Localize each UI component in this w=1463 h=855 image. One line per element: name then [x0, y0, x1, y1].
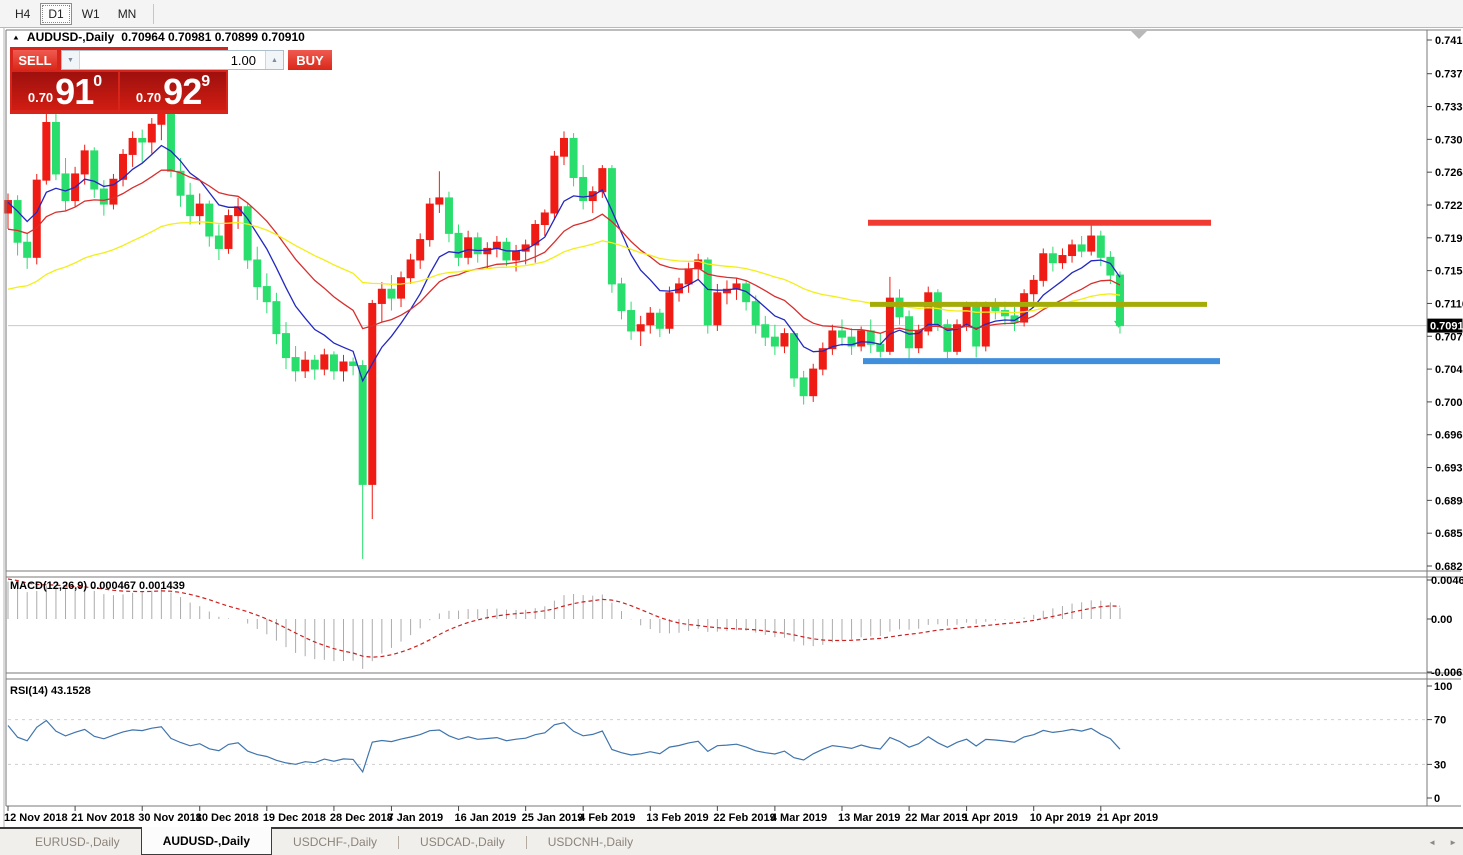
- ma-mid-line: [7, 169, 1121, 334]
- svg-text:0.72640: 0.72640: [1435, 167, 1463, 179]
- symbol-collapse-arrow-icon: ▲: [12, 33, 20, 41]
- sell-price-point: 0: [93, 73, 103, 90]
- svg-text:16 Jan 2019: 16 Jan 2019: [455, 812, 517, 824]
- chart-tab-bar: EURUSD-,Daily AUDUSD-,Daily USDCHF-,Dail…: [0, 827, 1463, 855]
- svg-text:0: 0: [1434, 793, 1440, 805]
- tab-separator: [525, 835, 527, 849]
- tab-usdchf-daily[interactable]: USDCHF-,Daily: [293, 835, 378, 849]
- tab-eurusd-daily[interactable]: EURUSD-,Daily: [35, 835, 120, 849]
- svg-text:0.74130: 0.74130: [1435, 35, 1463, 47]
- svg-text:0.68200: 0.68200: [1435, 561, 1463, 573]
- svg-text:0.73010: 0.73010: [1435, 134, 1463, 146]
- svg-text:0.71530: 0.71530: [1435, 266, 1463, 278]
- buy-button[interactable]: BUY: [288, 50, 332, 70]
- timeframe-mn-button[interactable]: MN: [110, 3, 145, 25]
- volume-increase-icon[interactable]: ▲: [265, 51, 283, 69]
- svg-text:12 Nov 2018: 12 Nov 2018: [4, 812, 68, 824]
- chart-shift-marker-icon[interactable]: [1131, 31, 1147, 39]
- svg-text:RSI(14) 43.1528: RSI(14) 43.1528: [10, 685, 91, 697]
- svg-text:0.00: 0.00: [1431, 614, 1452, 626]
- timeframe-d1-button[interactable]: D1: [40, 2, 72, 25]
- svg-text:0.72270: 0.72270: [1435, 200, 1463, 212]
- svg-text:10 Dec 2018: 10 Dec 2018: [196, 812, 259, 824]
- toolbar-separator: [153, 3, 155, 24]
- volume-decrease-icon[interactable]: ▼: [62, 51, 80, 69]
- svg-text:0.71900: 0.71900: [1435, 233, 1463, 245]
- svg-text:10 Apr 2019: 10 Apr 2019: [1030, 812, 1091, 824]
- price-axis: 0.74130 0.73750 0.73380 0.73010 0.72640 0.722…: [1427, 35, 1463, 573]
- panel-frames: [3, 28, 1461, 827]
- svg-text:0.69310: 0.69310: [1435, 463, 1463, 475]
- svg-text:28 Dec 2018: 28 Dec 2018: [330, 812, 393, 824]
- tab-scroll-left-icon[interactable]: ◄: [1428, 838, 1437, 847]
- svg-text:0.70420: 0.70420: [1435, 364, 1463, 376]
- svg-text:0.69680: 0.69680: [1435, 430, 1463, 442]
- current-price-tag: [1427, 318, 1463, 333]
- chart-title: ▲ AUDUSD-,Daily 0.70964 0.70981 0.70899 …: [12, 30, 305, 44]
- svg-text:0.70050: 0.70050: [1435, 397, 1463, 409]
- sell-price-pips: 91: [55, 71, 94, 112]
- svg-text:19 Dec 2018: 19 Dec 2018: [263, 812, 326, 824]
- ma-slow-line: [7, 221, 1121, 314]
- svg-text:0.71160: 0.71160: [1435, 298, 1463, 310]
- chart-symbol-label: AUDUSD-,Daily: [26, 30, 115, 44]
- macd-indicator: MACD(12,26,9) 0.000467 0.001439: [7, 578, 1121, 669]
- tab-usdcad-daily[interactable]: USDCAD-,Daily: [420, 835, 505, 849]
- price-chart-canvas[interactable]: MACD(12,26,9) 0.000467 0.001439 RSI(14) 4…: [0, 28, 1463, 827]
- tab-audusd-daily[interactable]: AUDUSD-,Daily: [140, 827, 273, 855]
- svg-text:0.70910: 0.70910: [1430, 321, 1463, 333]
- indicator-axes: 0.004694 0.00 -0.00639 100 70 30 0: [1427, 575, 1463, 805]
- svg-text:100: 100: [1434, 681, 1452, 693]
- sell-button[interactable]: SELL: [13, 50, 57, 70]
- svg-text:4 Feb 2019: 4 Feb 2019: [579, 812, 635, 824]
- timeframe-toolbar: H4 D1 W1 MN: [0, 0, 1463, 28]
- svg-text:22 Mar 2019: 22 Mar 2019: [905, 812, 967, 824]
- tab-scroll-right-icon[interactable]: ►: [1449, 838, 1457, 847]
- svg-text:25 Jan 2019: 25 Jan 2019: [522, 812, 584, 824]
- ma-fast-line: [7, 144, 1121, 383]
- volume-input[interactable]: [80, 51, 265, 69]
- svg-text:21 Nov 2018: 21 Nov 2018: [71, 812, 135, 824]
- one-click-trading-panel: SELL ▼ ▲ BUY 0.70 91 0 0.70 92 9: [10, 47, 332, 114]
- chart-ohlc-values: 0.70964 0.70981 0.70899 0.70910: [121, 30, 305, 44]
- chart-window: MACD(12,26,9) 0.000467 0.001439 RSI(14) 4…: [0, 28, 1463, 827]
- svg-text:13 Feb 2019: 13 Feb 2019: [646, 812, 708, 824]
- chart-markers: [1114, 31, 1147, 328]
- svg-text:7 Jan 2019: 7 Jan 2019: [387, 812, 443, 824]
- svg-text:0.70790: 0.70790: [1435, 331, 1463, 343]
- buy-price-pips: 92: [163, 71, 202, 112]
- buy-price-display[interactable]: 0.70 92 9: [120, 71, 226, 112]
- tab-separator: [398, 835, 400, 849]
- svg-text:0.004694: 0.004694: [1431, 575, 1463, 587]
- svg-text:30: 30: [1434, 759, 1446, 771]
- svg-text:70: 70: [1434, 715, 1446, 727]
- horizontal-level-lines: [863, 219, 1220, 365]
- rsi-indicator: RSI(14) 43.1528: [7, 685, 1427, 774]
- svg-text:4 Mar 2019: 4 Mar 2019: [771, 812, 827, 824]
- sell-price-prefix: 0.70: [27, 90, 54, 105]
- buy-price-point: 9: [201, 73, 211, 90]
- volume-stepper: ▼ ▲: [61, 50, 284, 70]
- buy-price-prefix: 0.70: [135, 90, 162, 105]
- last-price-direction-icon: [1114, 320, 1123, 328]
- svg-text:MACD(12,26,9) 0.000467 0.00143: MACD(12,26,9) 0.000467 0.001439: [10, 580, 185, 592]
- timeframe-w1-button[interactable]: W1: [74, 3, 108, 25]
- svg-text:13 Mar 2019: 13 Mar 2019: [838, 812, 900, 824]
- candles-layer: [4, 104, 1124, 559]
- sell-price-display[interactable]: 0.70 91 0: [12, 71, 118, 112]
- svg-text:0.73380: 0.73380: [1435, 102, 1463, 114]
- svg-text:21 Apr 2019: 21 Apr 2019: [1097, 812, 1158, 824]
- svg-text:0.73750: 0.73750: [1435, 69, 1463, 81]
- svg-text:30 Nov 2018: 30 Nov 2018: [138, 812, 202, 824]
- timeframe-h4-button[interactable]: H4: [7, 3, 38, 25]
- svg-text:1 Apr 2019: 1 Apr 2019: [963, 812, 1018, 824]
- svg-text:0.68570: 0.68570: [1435, 528, 1463, 540]
- svg-text:-0.00639: -0.00639: [1431, 667, 1463, 679]
- svg-text:0.68940: 0.68940: [1435, 495, 1463, 507]
- tab-scroll-controls: ◄ ►: [1428, 838, 1457, 847]
- tab-usdcnh-daily[interactable]: USDCNH-,Daily: [547, 835, 634, 849]
- svg-text:22 Feb 2019: 22 Feb 2019: [713, 812, 775, 824]
